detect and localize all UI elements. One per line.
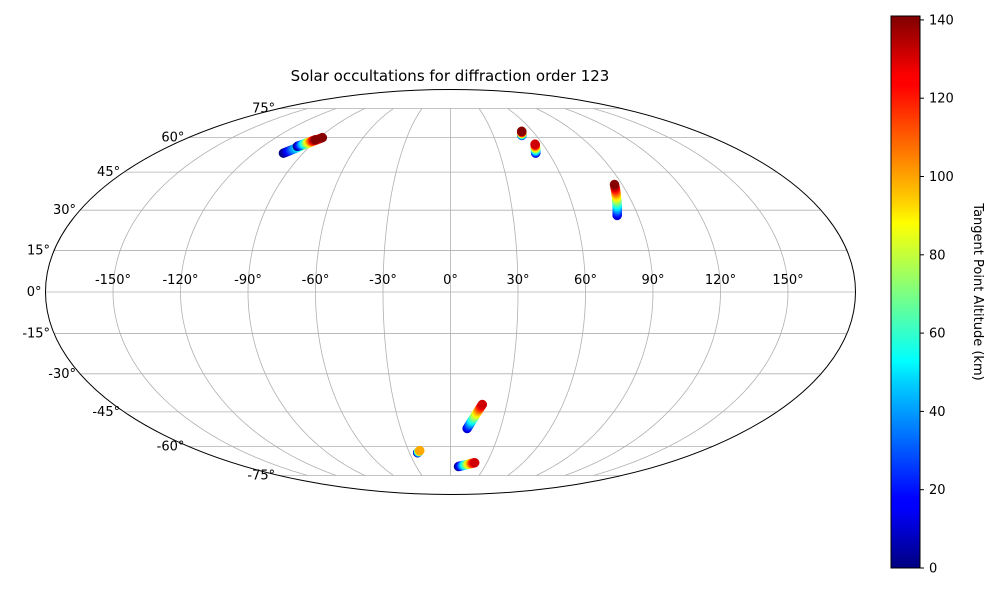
meridian-gridline [112, 108, 308, 476]
colorbar: 0 20 40 60 80 100 120 140 Tangent Point Altitud… [890, 13, 985, 577]
longitude-tick-labels: -150° -120° -90° -60° -30° 0° 30° 60° 90° 120° 150… [95, 273, 804, 288]
latitude-tick-label: -75° [247, 468, 275, 483]
occultation-track [462, 399, 488, 434]
meridian-gridline [180, 108, 337, 476]
map-boundary [45, 89, 856, 495]
latitude-tick-labels: -75° -60° -45° -30° -15° 0° 15° 30° 45° 60° 75° [22, 102, 275, 484]
latitude-tick-label: 30° [53, 203, 76, 218]
occultation-track [453, 457, 480, 472]
mollweide-plot-area: -150° -120° -90° -60° -30° 0° 30° 60° 90° 120° 150… [22, 89, 856, 495]
meridian-gridline [536, 108, 654, 476]
meridian-gridline [315, 108, 394, 476]
colorbar-tick-label: 60 [929, 327, 946, 342]
latitude-tick-label: 0° [27, 285, 42, 300]
data-point [516, 126, 527, 137]
latitude-tick-label: -30° [48, 367, 76, 382]
longitude-tick-label: -150° [95, 273, 131, 288]
colorbar-tick-label: 100 [929, 170, 954, 185]
occultation-track [516, 126, 527, 141]
longitude-tick-label: 60° [574, 273, 597, 288]
data-point [530, 139, 540, 149]
latitude-tick-label: -15° [22, 326, 50, 341]
data-point [477, 399, 488, 410]
latitude-tick-label: -45° [92, 405, 120, 420]
meridian-gridline [507, 108, 586, 476]
longitude-tick-label: 90° [641, 273, 664, 288]
chart-title: Solar occultations for diffraction order… [291, 67, 610, 85]
occultation-track [412, 445, 425, 458]
occultation-track [292, 135, 321, 152]
data-point [609, 179, 620, 190]
meridian-gridline [247, 108, 365, 476]
data-point [414, 445, 425, 456]
colorbar-label: Tangent Point Altitude (km) [970, 202, 985, 380]
longitude-tick-label: 30° [506, 273, 529, 288]
latitude-tick-label: 15° [27, 244, 50, 259]
latitude-tick-label: 45° [97, 165, 120, 180]
colorbar-tick-label: 140 [929, 13, 954, 28]
latitude-tick-label: 75° [252, 102, 275, 117]
grid-lines [45, 108, 856, 476]
colorbar-tick-label: 0 [929, 562, 937, 577]
colorbar-gradient [890, 15, 921, 569]
colorbar-tick-label: 80 [929, 248, 946, 263]
longitude-tick-label: -30° [369, 273, 397, 288]
data-point [469, 457, 480, 468]
colorbar-tick-label: 20 [929, 483, 946, 498]
latitude-tick-label: 60° [161, 131, 184, 146]
occultation-track [530, 139, 541, 158]
colorbar-tick-label: 40 [929, 405, 946, 420]
occultation-track [609, 179, 622, 221]
meridian-gridline [564, 108, 721, 476]
longitude-tick-label: -90° [234, 273, 262, 288]
meridian-gridline [478, 108, 519, 476]
longitude-tick-label: 0° [443, 273, 458, 288]
longitude-tick-label: 120° [705, 273, 736, 288]
data-point [310, 135, 321, 145]
longitude-tick-label: -60° [302, 273, 330, 288]
data-points [278, 126, 622, 472]
meridian-gridline [593, 108, 789, 476]
longitude-tick-label: 150° [772, 273, 803, 288]
longitude-tick-label: -120° [162, 273, 198, 288]
latitude-tick-label: -60° [157, 439, 185, 454]
colorbar-tick-label: 120 [929, 92, 954, 107]
colorbar-ticks: 0 20 40 60 80 100 120 140 [920, 13, 954, 577]
meridian-gridline [382, 108, 423, 476]
